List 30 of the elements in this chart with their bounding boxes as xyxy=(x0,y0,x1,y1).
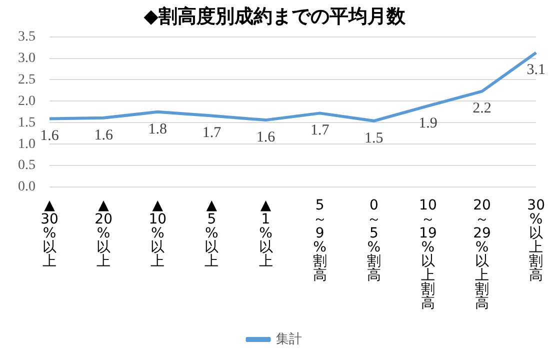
data-label: 2.2 xyxy=(472,100,492,117)
data-label: 1.6 xyxy=(40,128,60,144)
data-label: 1.9 xyxy=(418,115,438,132)
data-label: 1.6 xyxy=(94,127,114,144)
data-label: 3.1 xyxy=(526,62,546,78)
x-tick-label: 5～9%割高 xyxy=(312,198,327,284)
y-tick-label: 1.0 xyxy=(18,136,36,152)
y-tick-label: 3.5 xyxy=(18,29,36,44)
y-tick-label: 3.0 xyxy=(18,50,36,66)
x-tick-label: ▲30%以上 xyxy=(40,198,58,270)
x-tick-label: ▲5%以上 xyxy=(204,198,219,270)
y-tick-label: 0.5 xyxy=(18,158,36,174)
data-label: 1.7 xyxy=(310,122,330,139)
chart-title: ◆割高度別成約までの平均月数 xyxy=(144,5,406,28)
data-label: 1.5 xyxy=(364,130,384,146)
x-tick-label: 20～29%以上割高 xyxy=(473,198,491,312)
y-tick-label: 2.0 xyxy=(18,94,36,109)
x-tick-label: 10～19%以上割高 xyxy=(419,198,437,312)
x-tick-label: 30%以上割高 xyxy=(527,198,546,284)
data-label: 1.8 xyxy=(148,121,168,138)
y-tick-label: 1.5 xyxy=(18,115,36,130)
legend-label: 集計 xyxy=(276,332,302,347)
x-tick-label: 0～5%割高 xyxy=(366,198,381,284)
x-tick-label: ▲10%以上 xyxy=(148,198,167,270)
data-label: 1.7 xyxy=(202,125,222,142)
x-tick-label: ▲1%以上 xyxy=(258,198,273,270)
y-tick-label: 0.0 xyxy=(18,180,36,195)
x-tick-label: ▲20%以上 xyxy=(94,198,112,270)
y-tick-label: 2.5 xyxy=(18,72,36,88)
data-label: 1.6 xyxy=(256,129,276,146)
